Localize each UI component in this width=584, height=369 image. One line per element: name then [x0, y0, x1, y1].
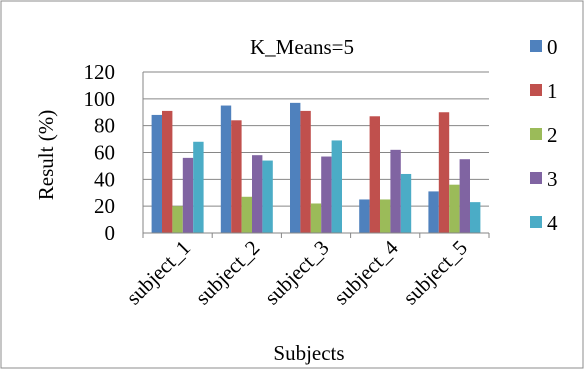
y-axis-label: Result (%)	[34, 110, 58, 200]
bar	[390, 149, 401, 233]
bar	[331, 140, 342, 233]
bar	[300, 110, 311, 233]
legend-label: 2	[547, 123, 558, 147]
bars	[151, 102, 481, 233]
bar	[151, 114, 162, 233]
y-tick-label: 40	[94, 167, 115, 191]
y-tick-label: 120	[84, 60, 116, 84]
legend-label: 4	[547, 211, 558, 235]
bar	[220, 105, 232, 233]
bar	[162, 110, 173, 233]
legend-label: 1	[547, 79, 558, 103]
chart-title: K_Means=5	[250, 35, 354, 59]
bar	[369, 116, 380, 233]
bar	[470, 202, 481, 233]
bar	[290, 102, 301, 233]
bar	[193, 141, 204, 233]
bar	[252, 155, 263, 233]
legend-swatch	[530, 84, 542, 96]
bar	[380, 199, 391, 233]
legend: 0 1 2 3 4	[530, 35, 558, 235]
bar	[459, 159, 470, 233]
y-tick-label: 20	[94, 194, 115, 218]
legend-swatch	[530, 216, 542, 228]
bar	[428, 191, 439, 233]
bar	[182, 157, 194, 233]
legend-swatch	[530, 172, 542, 184]
bar	[310, 203, 322, 233]
y-tick-label: 0	[105, 221, 116, 245]
bar	[449, 184, 460, 233]
x-axis-label: Subjects	[273, 341, 344, 365]
legend-label: 0	[547, 35, 558, 59]
y-tick-label: 60	[94, 141, 115, 165]
bar	[262, 160, 273, 233]
bar	[359, 199, 370, 233]
y-tick-label: 80	[94, 114, 115, 138]
legend-swatch	[530, 40, 542, 52]
bar	[172, 206, 183, 233]
legend-swatch	[530, 128, 542, 140]
bar	[438, 112, 450, 233]
bar	[321, 156, 332, 233]
y-tick-label: 100	[84, 87, 116, 111]
bar	[231, 120, 242, 233]
bar	[241, 196, 252, 233]
bar	[400, 173, 412, 233]
legend-label: 3	[547, 167, 558, 191]
